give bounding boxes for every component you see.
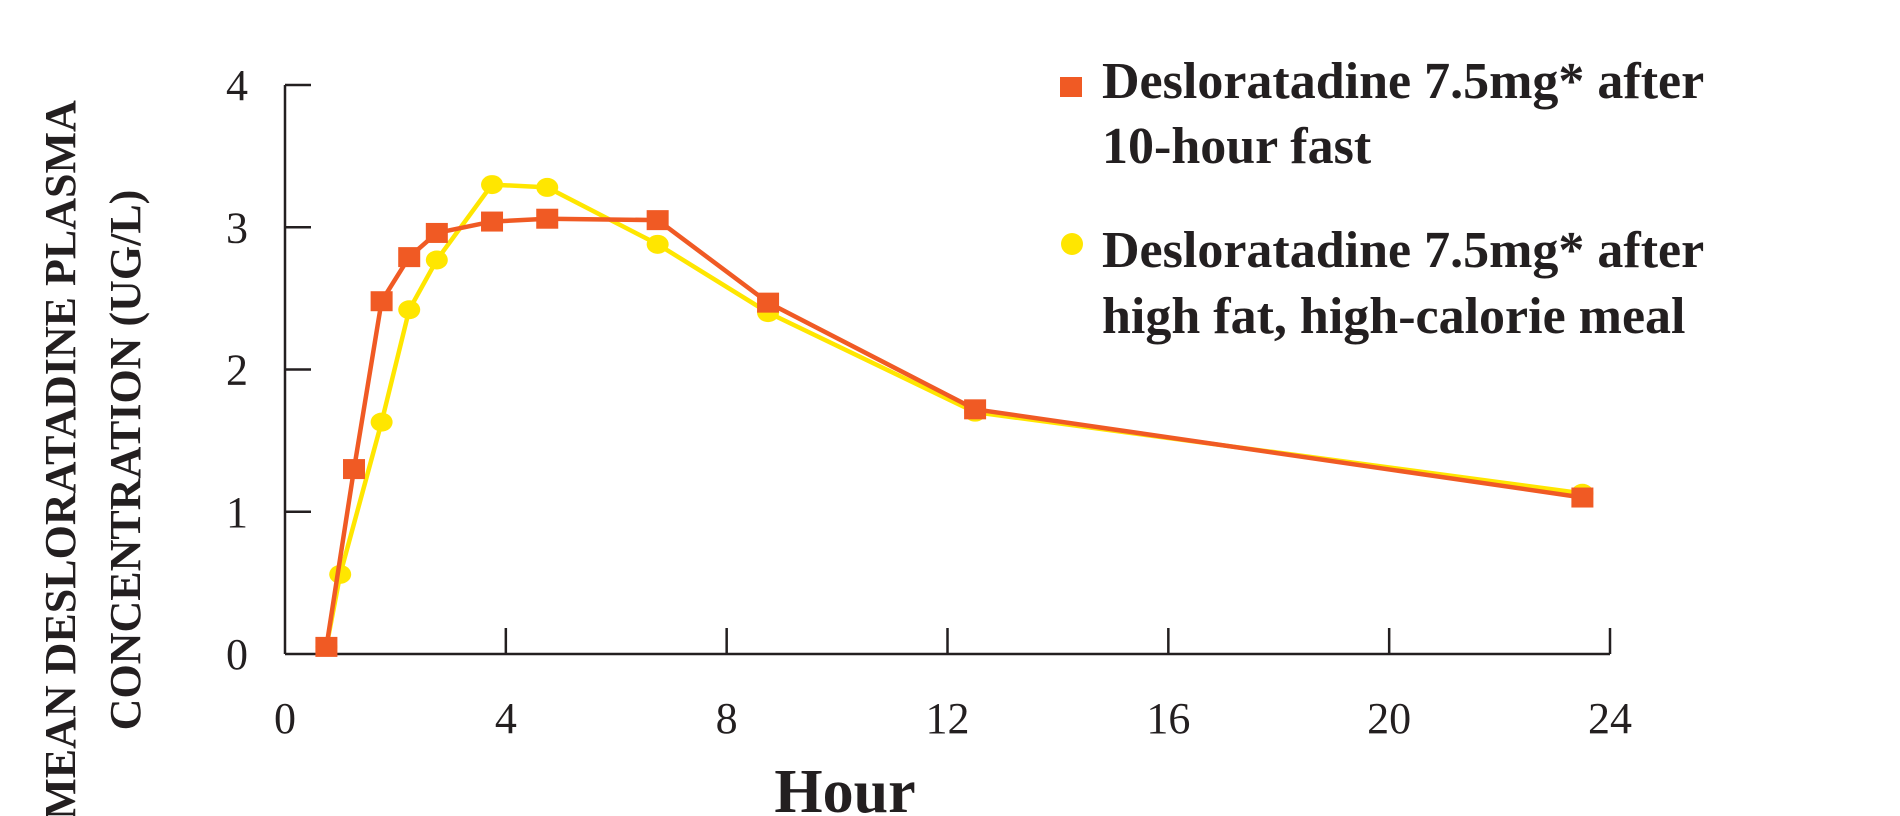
- data-point-circle: [646, 234, 669, 254]
- series-fast: [315, 208, 1594, 657]
- x-axis-label: Hour: [774, 758, 915, 816]
- y-axis-label-line-2: CONCENTRATION (UG/L): [101, 190, 150, 731]
- legend: Desloratadine 7.5mg* after 10-hour fast …: [1060, 53, 1704, 345]
- data-point-square: [315, 636, 338, 657]
- x-tick-label: 8: [716, 694, 738, 743]
- x-tick-label: 12: [926, 694, 970, 743]
- x-tick-label: 16: [1146, 694, 1190, 743]
- data-point-square: [425, 222, 448, 243]
- data-point-square: [536, 208, 559, 229]
- x-tick-label: 4: [495, 694, 517, 743]
- x-tick-label: 0: [274, 694, 296, 743]
- legend-label-meal-line-1: Desloratadine 7.5mg* after: [1102, 222, 1704, 279]
- y-tick-label: 3: [226, 203, 248, 252]
- legend-circle-marker: [1061, 233, 1083, 255]
- series-layer: [315, 175, 1594, 657]
- data-point-square: [646, 210, 669, 231]
- data-point-circle: [536, 177, 559, 197]
- x-tick-label: 20: [1367, 694, 1411, 743]
- y-tick-label: 4: [226, 61, 248, 110]
- legend-label-fast-line-2: 10-hour fast: [1102, 118, 1372, 175]
- data-point-circle: [370, 412, 393, 432]
- y-tick-label: 1: [226, 488, 248, 537]
- data-point-square: [343, 459, 366, 480]
- y-tick-label: 2: [226, 346, 248, 395]
- legend-entry-meal: Desloratadine 7.5mg* after high fat, hig…: [1061, 222, 1704, 345]
- legend-label-meal-line-2: high fat, high-calorie meal: [1102, 288, 1686, 345]
- data-point-square: [757, 292, 780, 313]
- y-axis-title: MEAN DESLORATADINE PLASMA CONCENTRATION …: [36, 100, 150, 816]
- legend-entry-fast: Desloratadine 7.5mg* after 10-hour fast: [1060, 53, 1704, 175]
- data-point-square: [1571, 487, 1594, 508]
- data-point-circle: [481, 175, 504, 195]
- legend-label-fast-line-1: Desloratadine 7.5mg* after: [1102, 53, 1704, 110]
- legend-square-marker: [1060, 77, 1082, 97]
- data-point-circle: [398, 300, 421, 320]
- data-point-square: [481, 211, 504, 232]
- y-axis-label-line-1: MEAN DESLORATADINE PLASMA: [36, 100, 85, 816]
- data-point-square: [964, 399, 987, 420]
- x-axis-title: Hour: [774, 758, 915, 816]
- series-line: [324, 216, 1583, 648]
- x-tick-label: 24: [1588, 694, 1632, 743]
- data-point-square: [398, 247, 421, 268]
- y-tick-label: 0: [226, 630, 248, 679]
- data-point-circle: [425, 250, 448, 270]
- data-point-square: [370, 291, 393, 312]
